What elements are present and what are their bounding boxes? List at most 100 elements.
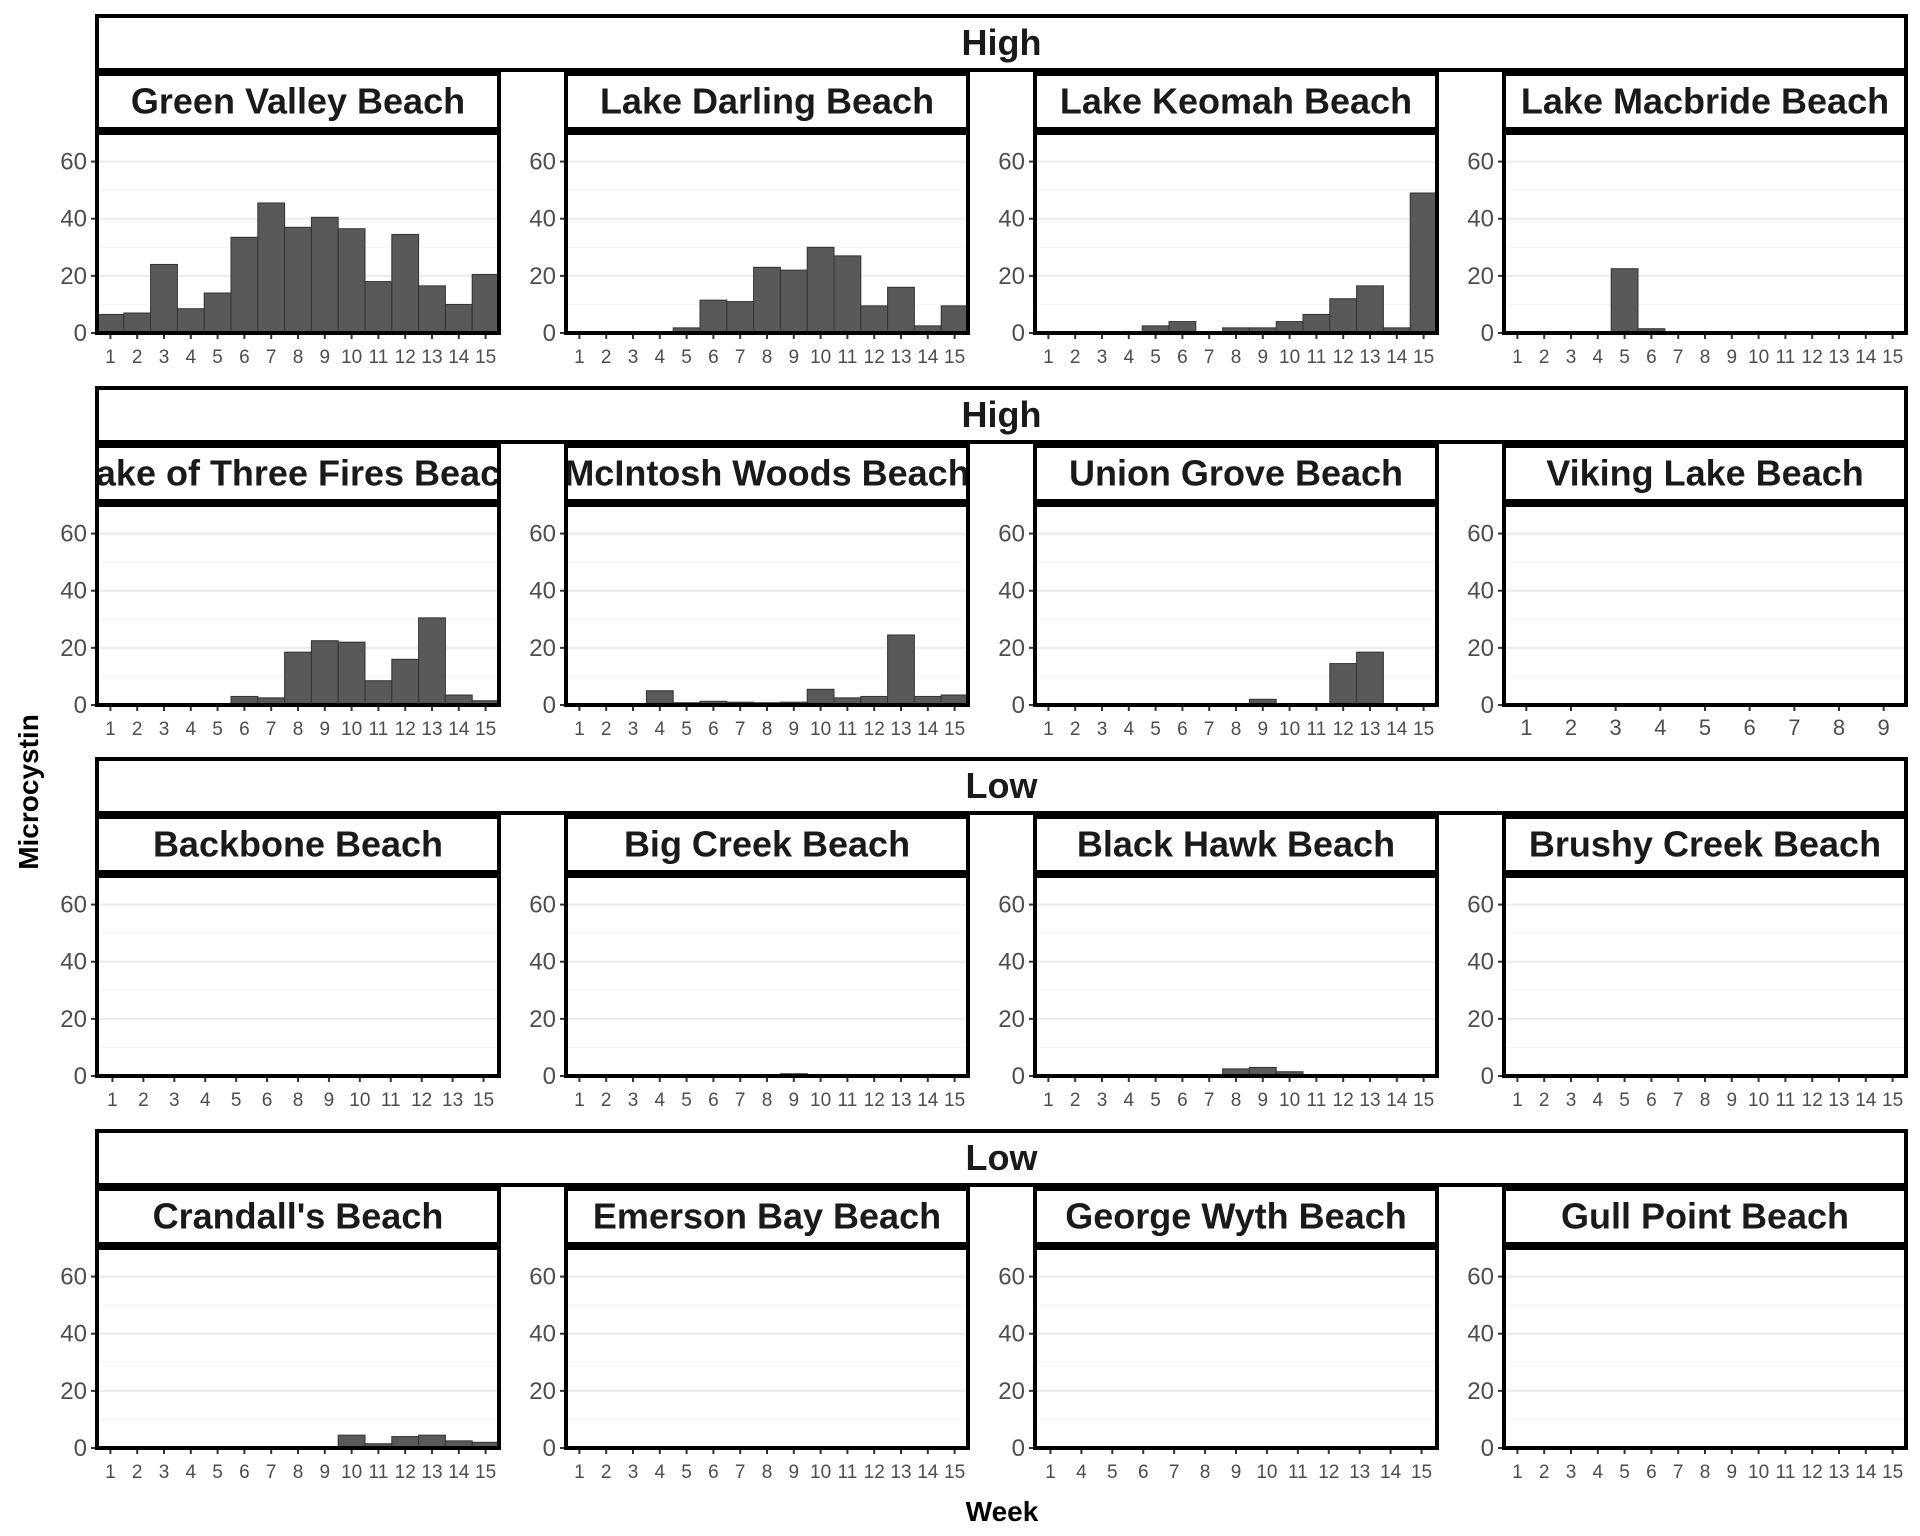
x-tick-label: 10 [341,1462,362,1483]
x-tick-label: 15 [944,347,965,368]
x-tick-label: 5 [1619,1090,1630,1111]
panel-strip [1502,1187,1908,1246]
x-tick-label: 9 [789,347,800,368]
y-tick-label: 60 [998,149,1025,176]
x-tick-label: 13 [1359,719,1380,740]
x-tick-label: 5 [1150,347,1161,368]
x-tick-label: 3 [1566,1090,1577,1111]
x-tick-label: 12 [1802,347,1823,368]
x-tick-label: 4 [655,719,666,740]
bar [284,226,312,334]
x-tick-label: 1 [574,347,585,368]
y-tick-label: 0 [543,320,556,347]
facet-panel: Viking Lake Beach 0 20 40 60 1 2 3 4 5 6 7 8 9 [1467,444,1908,740]
x-tick-label: 2 [132,719,143,740]
x-tick-label: 14 [1386,719,1408,740]
x-tick-label: 14 [448,719,470,740]
y-tick-label: 40 [998,1321,1025,1348]
x-tick-label: 4 [186,719,197,740]
x-tick-label: 8 [1231,719,1242,740]
bar [1329,663,1358,706]
y-tick-label: 60 [1467,1264,1494,1291]
x-tick-label: 13 [1349,1462,1370,1483]
bar [310,640,339,706]
x-tick-label: 10 [341,347,362,368]
panel-title: Black Hawk Beach [1077,824,1395,865]
y-tick-label: 40 [998,206,1025,233]
x-tick-label: 13 [1359,347,1380,368]
x-tick-label: 9 [1258,347,1269,368]
x-tick-label: 2 [1539,1462,1550,1483]
x-tick-label: 8 [293,719,304,740]
x-tick-label: 12 [395,1462,416,1483]
x-tick-label: 11 [1307,347,1327,368]
x-tick-label: 10 [1748,1090,1769,1111]
y-tick-label: 0 [74,1063,87,1090]
x-tick-label: 6 [1177,1090,1188,1111]
x-tick-label: 7 [1204,719,1215,740]
x-tick-label: 11 [1288,1462,1308,1483]
x-tick-label: 12 [1333,1090,1354,1111]
panel-strip [1033,72,1439,131]
x-tick-label: 3 [159,347,170,368]
panel-border [95,1246,501,1450]
x-tick-label: 4 [655,1090,666,1111]
x-tick-label: 13 [1828,347,1849,368]
x-tick-label: 2 [1539,347,1550,368]
y-tick-label: 40 [998,949,1025,976]
x-tick-label: 12 [411,1090,432,1111]
bar [203,292,232,334]
panel-strip [1502,72,1908,131]
x-tick-label: 3 [1097,1090,1108,1111]
panel-strip [1033,1187,1439,1246]
panel-border [1502,1246,1908,1450]
x-tick-label: 8 [293,347,304,368]
bar [337,228,366,334]
panel-strip [95,815,501,874]
panel-title: Viking Lake Beach [1546,453,1863,494]
x-tick-label: 9 [789,719,800,740]
group-strip [95,1129,1908,1187]
x-tick-label: 9 [324,1090,335,1111]
x-tick-label: 12 [864,1090,885,1111]
panel-title: Emerson Bay Beach [593,1196,941,1237]
x-tick-label: 7 [266,719,277,740]
group-strip-label: Low [966,1137,1039,1178]
x-tick-label: 4 [200,1090,211,1111]
x-tick-label: 5 [1150,719,1161,740]
x-tick-label: 4 [655,347,666,368]
x-tick-label: 8 [762,1090,773,1111]
y-tick-label: 20 [1467,635,1494,662]
y-tick-label: 60 [998,521,1025,548]
x-tick-label: 1 [574,1090,585,1111]
x-tick-label: 10 [1279,1090,1300,1111]
x-tick-label: 14 [1855,347,1877,368]
x-axis-title: Week [966,1496,1039,1527]
x-tick-label: 15 [475,347,496,368]
x-tick-label: 6 [1177,719,1188,740]
plot-area [1504,133,1906,333]
bar [699,299,728,334]
bar [123,312,152,334]
x-tick-label: 13 [890,1090,911,1111]
x-tick-label: 15 [944,719,965,740]
bar [391,658,420,706]
y-tick-label: 40 [60,578,87,605]
x-tick-label: 2 [601,719,612,740]
x-tick-label: 11 [838,347,858,368]
panel-border [564,874,970,1078]
x-tick-label: 6 [708,347,719,368]
panel-strip [564,444,970,503]
panel-border [564,131,970,335]
x-tick-label: 9 [1878,715,1890,740]
x-tick-label: 14 [917,347,939,368]
x-tick-label: 12 [1802,1090,1823,1111]
y-tick-label: 0 [543,1063,556,1090]
x-tick-label: 5 [681,1090,692,1111]
